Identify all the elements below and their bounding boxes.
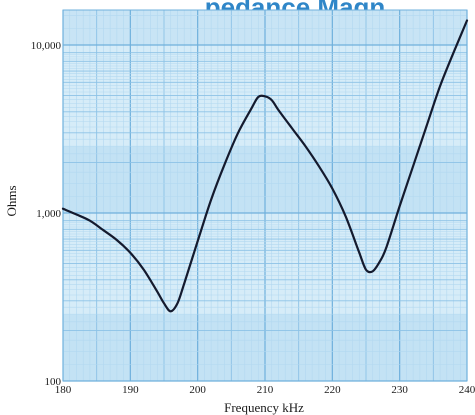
x-axis-label: Frequency kHz xyxy=(224,400,304,415)
x-tick-label: 220 xyxy=(324,384,341,396)
x-tick-label: 180 xyxy=(55,384,72,396)
x-tick-label: 230 xyxy=(391,384,408,396)
x-tick-labels: 180 190 200 210 220 230 240 xyxy=(55,384,475,396)
series-line-0 xyxy=(61,19,469,313)
x-tick-label: 200 xyxy=(189,384,206,396)
y-tick-labels: 100 1,000 10,000 xyxy=(31,40,62,388)
y-tick-label: 1,000 xyxy=(36,208,61,220)
plot-frame xyxy=(62,9,468,382)
x-tick-label: 210 xyxy=(257,384,274,396)
y-tick-label: 100 xyxy=(45,376,62,388)
x-tick-label: 190 xyxy=(122,384,139,396)
x-tick-label: 240 xyxy=(459,384,475,396)
series-group xyxy=(61,19,469,313)
grid xyxy=(62,9,468,382)
y-axis-label: Ohms xyxy=(4,185,19,216)
y-tick-label: 10,000 xyxy=(31,40,62,52)
